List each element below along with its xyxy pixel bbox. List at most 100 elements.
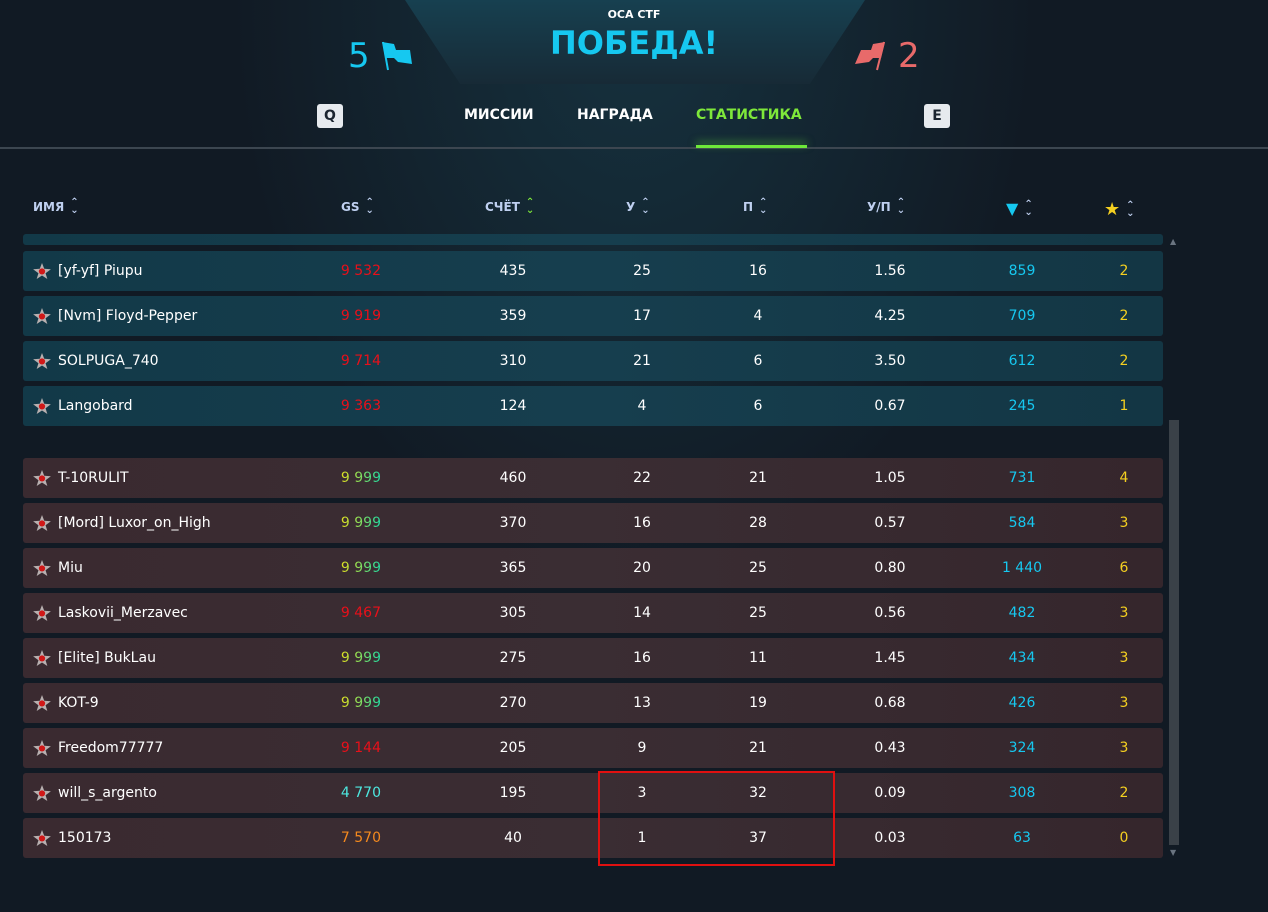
player-row[interactable]: Laskovii_Merzavec 9 467 305 14 25 0.56 4…	[23, 593, 1163, 633]
scroll-down-arrow[interactable]: ▼	[1170, 848, 1177, 857]
diamond-icon: ▼	[1006, 199, 1019, 218]
player-kills: 17	[633, 308, 651, 324]
player-gs: 9 999	[340, 470, 381, 486]
player-score: 40	[504, 830, 522, 846]
player-name: Freedom77777	[58, 740, 164, 756]
column-deaths-label: П	[743, 200, 754, 214]
player-gs: 9 363	[340, 398, 381, 414]
rank-icon	[33, 398, 51, 414]
tab-reward[interactable]: НАГРАДА	[577, 107, 653, 123]
player-score: 365	[499, 560, 527, 576]
rank-icon	[33, 650, 51, 666]
player-deaths: 32	[749, 785, 767, 801]
sort-icon: ⌃ ⌄	[365, 197, 374, 216]
player-gs: 7 570	[340, 830, 381, 846]
player-crystals: 426	[1008, 695, 1036, 711]
player-deaths: 16	[749, 263, 767, 279]
player-stars: 6	[1119, 560, 1129, 576]
player-kills: 16	[633, 650, 651, 666]
player-deaths: 6	[753, 398, 763, 414]
player-score: 435	[499, 263, 527, 279]
player-name: 150173	[58, 830, 112, 846]
player-kills: 25	[633, 263, 651, 279]
player-deaths: 37	[749, 830, 767, 846]
player-row[interactable]: Langobard 9 363 124 4 6 0.67 245 1	[23, 386, 1163, 426]
column-crystals[interactable]: ▼ ⌃ ⌄	[1006, 199, 1033, 218]
player-kd: 0.80	[874, 560, 906, 576]
tab-statistics[interactable]: СТАТИСТИКА	[696, 107, 802, 123]
player-stars: 1	[1119, 398, 1129, 414]
column-score[interactable]: СЧЁТ ⌃ ⌄	[485, 197, 535, 216]
active-tab-underline	[696, 145, 807, 148]
column-kills[interactable]: У ⌃ ⌄	[626, 198, 650, 216]
column-gs[interactable]: GS ⌃ ⌄	[341, 197, 374, 216]
player-name: Laskovii_Merzavec	[58, 605, 188, 621]
player-crystals: 731	[1008, 470, 1036, 486]
star-icon: ★	[1104, 199, 1121, 220]
rank-icon	[33, 470, 51, 486]
sort-active-icon: ⌃ ⌄	[525, 197, 535, 216]
red-flag-icon	[855, 41, 885, 71]
player-stars: 3	[1119, 740, 1129, 756]
player-row[interactable]: Miu 9 999 365 20 25 0.80 1 440 6	[23, 548, 1163, 588]
player-kd: 0.57	[874, 515, 906, 531]
column-kd[interactable]: У/П ⌃ ⌄	[867, 198, 905, 216]
rank-icon	[33, 695, 51, 711]
column-stars[interactable]: ★ ⌃ ⌄	[1104, 199, 1135, 220]
player-row[interactable]: Freedom77777 9 144 205 9 21 0.43 324 3	[23, 728, 1163, 768]
player-name: T-10RULIT	[58, 470, 129, 486]
sort-icon: ⌃ ⌄	[1126, 199, 1135, 219]
player-score: 205	[499, 740, 527, 756]
next-tab-key[interactable]: E	[924, 104, 950, 128]
player-row[interactable]: [Mord] Luxor_on_High 9 999 370 16 28 0.5…	[23, 503, 1163, 543]
player-row[interactable]: T-10RULIT 9 999 460 22 21 1.05 731 4	[23, 458, 1163, 498]
player-name: Langobard	[58, 398, 133, 414]
player-gs: 9 999	[340, 650, 381, 666]
player-row[interactable]: KOT-9 9 999 270 13 19 0.68 426 3	[23, 683, 1163, 723]
player-kd: 0.43	[874, 740, 906, 756]
player-score: 305	[499, 605, 527, 621]
player-kd: 0.03	[874, 830, 906, 846]
player-kd: 0.68	[874, 695, 906, 711]
player-row[interactable]: [Elite] BukLau 9 999 275 16 11 1.45 434 …	[23, 638, 1163, 678]
player-gs: 9 919	[340, 308, 381, 324]
player-stars: 4	[1119, 470, 1129, 486]
match-result: ПОБЕДА!	[549, 24, 719, 62]
player-kd: 1.56	[874, 263, 906, 279]
game-mode: ОСА CTF	[607, 8, 661, 21]
blue-flag-icon	[382, 41, 412, 71]
sort-icon: ⌃ ⌄	[759, 197, 768, 216]
player-crystals: 584	[1008, 515, 1036, 531]
partial-row	[23, 234, 1163, 245]
player-crystals: 859	[1008, 263, 1036, 279]
player-row[interactable]: SOLPUGA_740 9 714 310 21 6 3.50 612 2	[23, 341, 1163, 381]
column-deaths[interactable]: П ⌃ ⌄	[743, 197, 768, 216]
player-kills: 4	[637, 398, 647, 414]
player-kills: 14	[633, 605, 651, 621]
scrollbar-thumb[interactable]	[1169, 420, 1179, 845]
player-score: 460	[499, 470, 527, 486]
player-crystals: 63	[1013, 830, 1031, 846]
player-row[interactable]: [Nvm] Floyd-Pepper 9 919 359 17 4 4.25 7…	[23, 296, 1163, 336]
player-kills: 3	[637, 785, 647, 801]
player-row[interactable]: 150173 7 570 40 1 37 0.03 63 0	[23, 818, 1163, 858]
player-name: will_s_argento	[58, 785, 157, 801]
column-kills-label: У	[626, 200, 636, 214]
result-banner	[405, 0, 865, 84]
player-kills: 21	[633, 353, 651, 369]
tab-missions[interactable]: МИССИИ	[464, 107, 534, 123]
player-kills: 13	[633, 695, 651, 711]
column-name[interactable]: ИМЯ ⌃ ⌄	[33, 198, 79, 216]
player-row[interactable]: [yf-yf] Piupu 9 532 435 25 16 1.56 859 2	[23, 251, 1163, 291]
player-crystals: 482	[1008, 605, 1036, 621]
scroll-up-arrow[interactable]: ▲	[1170, 237, 1177, 246]
player-crystals: 324	[1008, 740, 1036, 756]
player-crystals: 245	[1008, 398, 1036, 414]
player-kills: 16	[633, 515, 651, 531]
player-score: 359	[499, 308, 527, 324]
prev-tab-key[interactable]: Q	[317, 104, 343, 128]
player-crystals: 308	[1008, 785, 1036, 801]
player-name: [Mord] Luxor_on_High	[58, 515, 211, 531]
player-row[interactable]: will_s_argento 4 770 195 3 32 0.09 308 2	[23, 773, 1163, 813]
column-name-label: ИМЯ	[33, 200, 65, 214]
